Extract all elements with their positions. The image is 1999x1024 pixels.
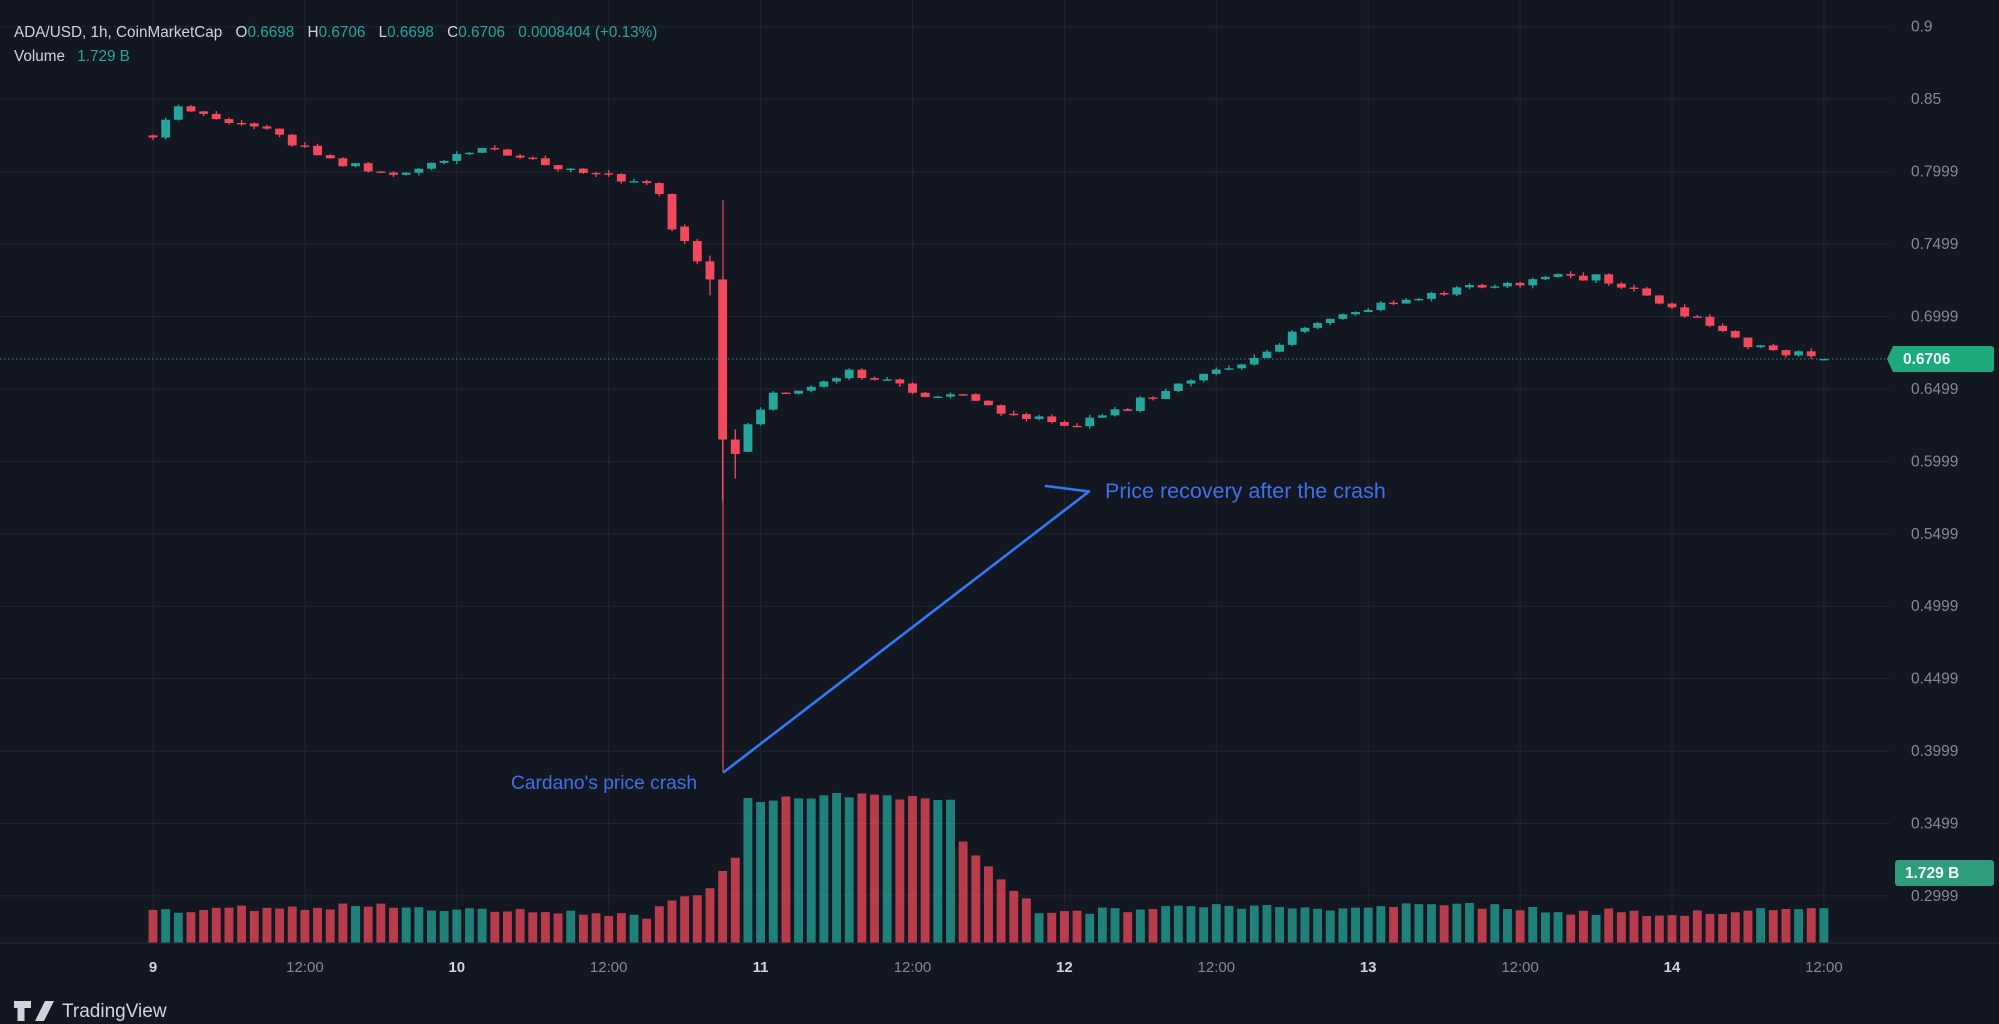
svg-text:12:00: 12:00 bbox=[286, 959, 324, 976]
svg-text:0.3999: 0.3999 bbox=[1911, 743, 1958, 760]
svg-text:0.5999: 0.5999 bbox=[1911, 453, 1958, 470]
svg-text:0.6999: 0.6999 bbox=[1911, 309, 1958, 326]
svg-text:0.3499: 0.3499 bbox=[1911, 816, 1958, 833]
svg-text:0.5499: 0.5499 bbox=[1911, 526, 1958, 543]
svg-text:TradingView: TradingView bbox=[62, 1001, 167, 1022]
svg-text:Price recovery after the crash: Price recovery after the crash bbox=[1105, 479, 1386, 503]
svg-text:12:00: 12:00 bbox=[1805, 959, 1843, 976]
svg-text:9: 9 bbox=[149, 959, 157, 976]
svg-text:0.7999: 0.7999 bbox=[1911, 164, 1958, 181]
svg-text:13: 13 bbox=[1360, 959, 1377, 976]
svg-text:10: 10 bbox=[448, 959, 465, 976]
svg-text:0.2999: 0.2999 bbox=[1911, 888, 1958, 905]
svg-text:14: 14 bbox=[1664, 959, 1681, 976]
svg-text:0.7499: 0.7499 bbox=[1911, 236, 1958, 253]
svg-text:0.6499: 0.6499 bbox=[1911, 381, 1958, 398]
svg-text:0.85: 0.85 bbox=[1911, 91, 1941, 108]
svg-text:0.4499: 0.4499 bbox=[1911, 671, 1958, 688]
svg-text:0.4999: 0.4999 bbox=[1911, 598, 1958, 615]
svg-text:12:00: 12:00 bbox=[1501, 959, 1539, 976]
svg-text:1.729 B: 1.729 B bbox=[1905, 865, 1959, 882]
svg-text:12:00: 12:00 bbox=[1198, 959, 1236, 976]
svg-text:0.6706: 0.6706 bbox=[1903, 351, 1951, 368]
svg-text:ADA/USD, 1h, CoinMarketCap O0.: ADA/USD, 1h, CoinMarketCap O0.6698 H0.67… bbox=[14, 24, 657, 41]
svg-text:12: 12 bbox=[1056, 959, 1073, 976]
svg-text:11: 11 bbox=[753, 959, 769, 976]
svg-text:Cardano's price crash: Cardano's price crash bbox=[511, 773, 697, 794]
svg-text:12:00: 12:00 bbox=[590, 959, 628, 976]
svg-text:0.9: 0.9 bbox=[1911, 19, 1933, 36]
svg-text:12:00: 12:00 bbox=[894, 959, 932, 976]
